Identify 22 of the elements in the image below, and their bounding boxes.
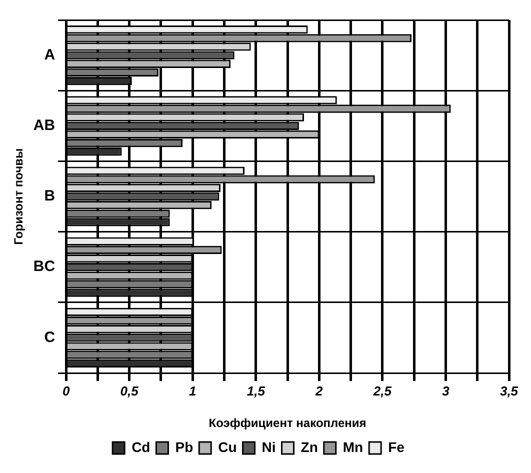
x-tick-label: 2,5 xyxy=(372,383,392,398)
legend-label: Cd xyxy=(132,438,150,455)
x-tick-label: 3 xyxy=(442,383,450,398)
x-tick-label: 0,5 xyxy=(120,383,140,398)
legend-label: Pb xyxy=(175,438,194,455)
legend-label: Fe xyxy=(388,438,405,455)
legend-label: Ni xyxy=(262,438,276,455)
y-tick-label: A xyxy=(44,46,56,64)
y-tick-label: B xyxy=(44,188,56,205)
y-tick-label: AB xyxy=(33,117,56,134)
y-axis-title: Горизонт почвы xyxy=(12,148,26,245)
x-axis-title: Коэффициент накопления xyxy=(208,416,366,430)
y-tick-label: BC xyxy=(33,258,56,276)
x-tick-label: 2 xyxy=(314,383,324,398)
x-tick-label: 1,5 xyxy=(246,383,266,398)
x-tick-label: 3,5 xyxy=(500,383,519,398)
y-tick-label: C xyxy=(44,328,56,346)
legend-label: Zn xyxy=(300,438,318,455)
x-tick-label: 1 xyxy=(189,383,196,398)
x-tick-label: 0 xyxy=(62,383,70,398)
legend-label: Mn xyxy=(342,438,364,455)
legend-label: Cu xyxy=(218,438,237,455)
